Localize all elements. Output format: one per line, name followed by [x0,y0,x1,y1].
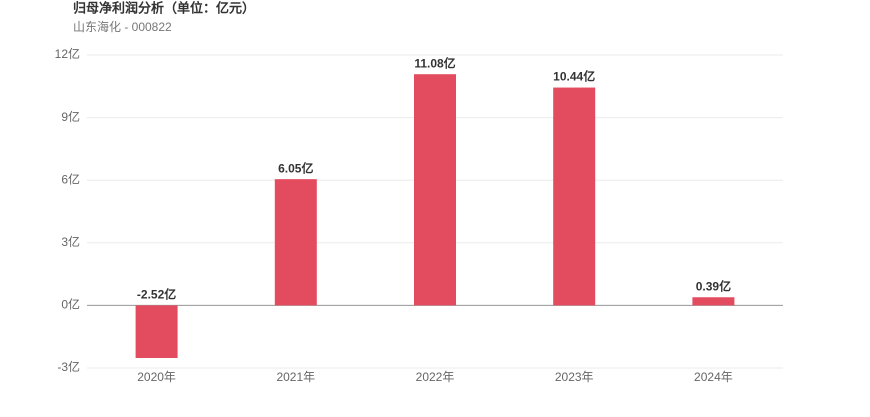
y-tick-label: -3亿 [57,359,80,374]
value-label: 10.44亿 [553,69,595,84]
x-tick-label: 2023年 [555,370,594,384]
y-tick-label: 12亿 [55,46,80,61]
chart-title: 归母净利润分析（单位：亿元） [73,0,255,15]
value-label: -2.52亿 [137,287,176,302]
bar [553,87,596,306]
chart-subtitle: 山东海化 - 000822 [73,19,172,34]
bar [274,179,317,306]
y-tick-label: 6亿 [61,171,80,186]
y-tick-label: 9亿 [61,109,80,124]
bar [135,305,178,358]
x-tick-label: 2021年 [276,370,315,384]
bar [414,74,456,306]
y-tick-label: 3亿 [61,234,80,249]
value-label: 6.05亿 [278,160,313,175]
y-tick-label: 0亿 [61,297,80,312]
value-label: 11.08亿 [414,55,455,70]
bar [692,297,735,306]
x-tick-label: 2024年 [694,370,733,384]
value-label: 0.39亿 [696,278,731,293]
x-tick-label: 2022年 [416,370,455,384]
x-tick-label: 2020年 [137,370,176,384]
